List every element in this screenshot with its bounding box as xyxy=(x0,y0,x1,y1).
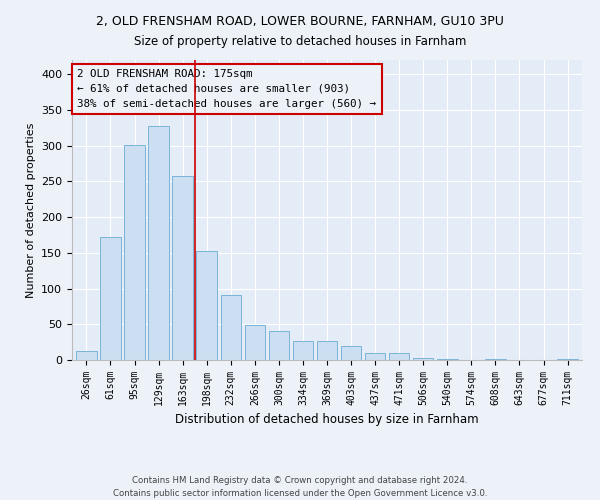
Bar xyxy=(413,358,433,360)
Y-axis label: Number of detached properties: Number of detached properties xyxy=(26,122,35,298)
Bar xyxy=(269,330,289,360)
Bar xyxy=(293,342,313,360)
Bar xyxy=(389,353,409,360)
Bar xyxy=(124,145,145,360)
Bar xyxy=(317,340,337,360)
Bar xyxy=(341,346,361,360)
Bar xyxy=(365,353,385,360)
Bar xyxy=(76,352,97,360)
Bar xyxy=(245,325,265,360)
Text: 2 OLD FRENSHAM ROAD: 175sqm
← 61% of detached houses are smaller (903)
38% of se: 2 OLD FRENSHAM ROAD: 175sqm ← 61% of det… xyxy=(77,69,376,108)
X-axis label: Distribution of detached houses by size in Farnham: Distribution of detached houses by size … xyxy=(175,414,479,426)
Text: Contains HM Land Registry data © Crown copyright and database right 2024.
Contai: Contains HM Land Registry data © Crown c… xyxy=(113,476,487,498)
Text: Size of property relative to detached houses in Farnham: Size of property relative to detached ho… xyxy=(134,35,466,48)
Bar xyxy=(148,126,169,360)
Bar xyxy=(100,237,121,360)
Bar xyxy=(196,252,217,360)
Text: 2, OLD FRENSHAM ROAD, LOWER BOURNE, FARNHAM, GU10 3PU: 2, OLD FRENSHAM ROAD, LOWER BOURNE, FARN… xyxy=(96,15,504,28)
Bar xyxy=(221,295,241,360)
Bar xyxy=(172,176,193,360)
